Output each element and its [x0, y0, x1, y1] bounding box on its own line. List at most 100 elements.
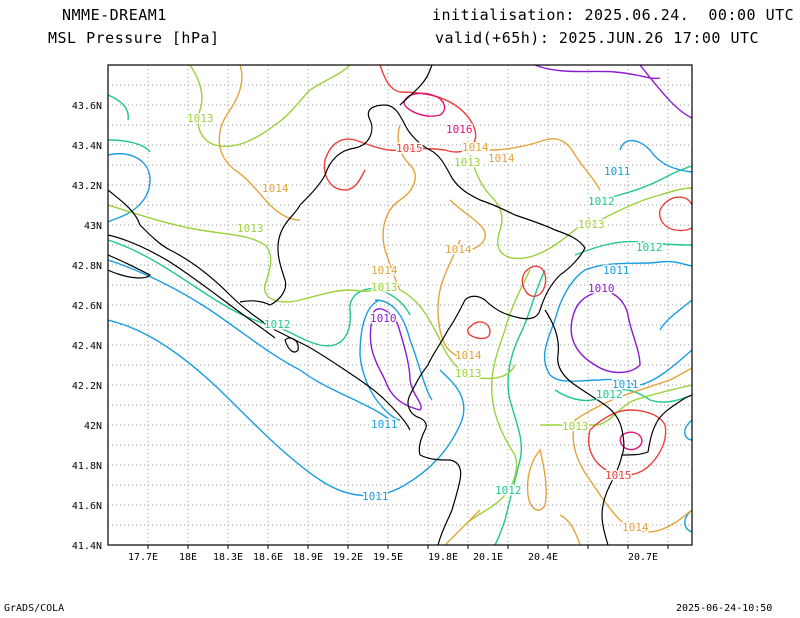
lat-tick-label: 41.4N [72, 541, 102, 552]
contour-label: 1016 [446, 123, 473, 136]
coastline-island [108, 254, 152, 279]
lon-tick-label: 19.8E [428, 552, 458, 563]
contour-label: 1010 [370, 312, 397, 325]
isobar-1014 [489, 138, 601, 191]
plot-frame [107, 64, 693, 546]
contour-label: 1012 [636, 241, 663, 254]
isobar-1013 [189, 65, 351, 147]
lat-tick-label: 42.2N [72, 381, 102, 392]
isobar-1012 [108, 239, 411, 347]
lon-tick-label: 17.7E [128, 552, 158, 563]
isobar-1011 [108, 259, 391, 421]
contour-label: 1011 [362, 490, 389, 503]
isobar-1011 [543, 260, 692, 386]
contour-label: 1013 [237, 222, 264, 235]
isobar-1014 [444, 509, 581, 545]
coastline-island [108, 234, 276, 339]
border [544, 309, 625, 545]
contour-label: 1014 [262, 182, 289, 195]
isobar-1010 [369, 308, 422, 411]
lat-tick-label: 43N [84, 221, 102, 232]
isobar-1016 [403, 92, 446, 117]
border [621, 394, 692, 456]
lat-tick-label: 42.8N [72, 261, 102, 272]
contour-label: 1013 [455, 367, 482, 380]
border [239, 204, 301, 306]
isobar-1015 [521, 265, 547, 297]
isobar-1014 [437, 239, 481, 359]
contour-label: 1015 [396, 142, 423, 155]
isobar-1016 [619, 431, 643, 451]
footer-software: GrADS/COLA [4, 603, 65, 614]
contour-label: 1012 [588, 195, 615, 208]
lon-tick-label: 18E [179, 552, 197, 563]
contour-label: 1014 [455, 349, 482, 362]
coastline [108, 65, 692, 545]
lat-tick-label: 42N [84, 421, 102, 432]
border [419, 454, 462, 545]
contour-label: 1011 [612, 378, 639, 391]
isobar-1011 [108, 153, 151, 223]
isobar-1012 [554, 240, 692, 403]
contour-label: 1012 [264, 318, 291, 331]
lon-tick-label: 18.3E [213, 552, 243, 563]
isobar-1014 [218, 65, 301, 221]
valid-time: valid(+65h): 2025.JUN.26 17:00 UTC [435, 29, 760, 47]
isobar-1013 [464, 269, 531, 526]
lon-axis: 17.7E 18E 18.3E 18.6E 18.9E 19.2E 19.5E … [128, 545, 669, 563]
contour-label: 1011 [371, 418, 398, 431]
lat-tick-label: 43.4N [72, 141, 102, 152]
lat-tick-label: 41.8N [72, 461, 102, 472]
contour-label: 1014 [488, 152, 515, 165]
contour-label: 1012 [596, 388, 623, 401]
isobar-1011 [659, 299, 692, 533]
isobar-1012 [108, 94, 151, 153]
isobar-1013 [469, 154, 591, 260]
lon-tick-label: 20.7E [628, 552, 658, 563]
contour-label: 1013 [187, 112, 214, 125]
contour-label: 1012 [495, 484, 522, 497]
isobar-1010 [534, 65, 692, 119]
contour-label: 1014 [622, 521, 649, 534]
lat-tick-label: 41.6N [72, 501, 102, 512]
isobar-1012 [599, 165, 692, 201]
isobar-1014 [526, 448, 547, 511]
border [399, 65, 433, 106]
contour-label: 1013 [578, 218, 605, 231]
contour-labels: 1013 1016 1015 1014 1013 1014 1011 1014 … [186, 111, 665, 536]
lat-tick-label: 43.2N [72, 181, 102, 192]
contour-label: 1014 [462, 141, 489, 154]
lat-tick-label: 42.6N [72, 301, 102, 312]
isobar-1011 [619, 139, 692, 386]
lon-tick-label: 19.2E [333, 552, 363, 563]
lon-tick-label: 19.5E [373, 552, 403, 563]
isobar-1013 [399, 289, 516, 380]
isobar-1015 [467, 321, 491, 340]
contour-label: 1014 [371, 264, 398, 277]
lon-tick-label: 20.1E [473, 552, 503, 563]
isobar-1015 [588, 409, 667, 476]
isobar-1014 [382, 124, 416, 291]
lon-tick-label: 18.6E [253, 552, 283, 563]
isobar-1014 [449, 199, 486, 251]
model-title: NMME-DREAM1 [62, 6, 167, 24]
isobar-1011 [108, 319, 465, 497]
footer-timestamp: 2025-06-24-10:50 [676, 603, 773, 614]
contour-label: 1011 [604, 165, 631, 178]
lat-tick-label: 42.4N [72, 341, 102, 352]
border [299, 104, 586, 276]
isobar-1010 [570, 290, 641, 374]
coastline-island [284, 337, 299, 353]
contour-label: 1013 [371, 281, 398, 294]
isobar-1014 [572, 367, 692, 533]
lon-tick-label: 20.4E [528, 552, 558, 563]
contour-label: 1014 [445, 243, 472, 256]
contour-label: 1013 [562, 420, 589, 433]
isobar-1013 [108, 204, 391, 303]
isobar-1013 [599, 187, 692, 221]
contour-label: 1010 [588, 282, 615, 295]
lat-axis: 43.6N 43.4N 43.2N 43N 42.8N 42.6N 42.4N … [72, 101, 102, 552]
contour-label: 1013 [454, 156, 481, 169]
variable-title: MSL Pressure [hPa] [48, 29, 220, 47]
